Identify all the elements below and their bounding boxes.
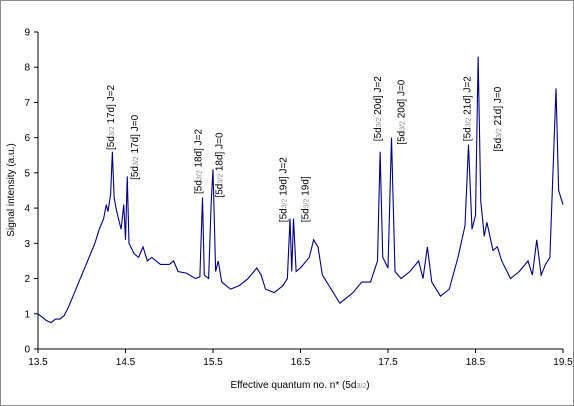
annotation-text: 21d] J=2: [462, 76, 473, 118]
x-axis-label-sub: 3/2: [356, 383, 366, 390]
y-tick-label: 7: [24, 98, 30, 109]
x-axis-label-main: Effective quantum no. n* (5d: [230, 380, 356, 391]
annotation-sub: 3/2: [282, 198, 289, 208]
annotation-sub: 3/2: [303, 198, 310, 208]
peak-annotation: [5d3/2 18d] J=2: [194, 129, 205, 195]
annotation-sub: 3/2: [133, 156, 140, 166]
annotation-text: 20d] J=2: [373, 76, 384, 118]
annotation-text: [5d: [215, 184, 226, 198]
y-tick-label: 0: [24, 345, 30, 356]
y-tick-label: 5: [24, 168, 30, 179]
x-tick-label: 15.5: [203, 357, 223, 368]
annotation-text: [5d: [194, 180, 205, 194]
x-axis-label-end: ): [366, 380, 369, 391]
annotation-sub: 3/2: [465, 117, 472, 127]
annotation-text: 19d]: [300, 176, 311, 198]
annotation-text: [5d: [373, 127, 384, 141]
annotation-sub: 3/2: [496, 128, 503, 138]
y-tick-label: 8: [24, 63, 30, 74]
x-tick-label: 16.5: [291, 357, 311, 368]
annotation-sub: 3/2: [376, 117, 383, 127]
peak-annotation: [5d3/2 20d] J=2: [373, 76, 384, 142]
peak-annotation: [5d3/2 17d] J=2: [106, 84, 117, 150]
peak-annotation: [5d3/2 19d]: [300, 176, 311, 222]
x-tick-label: 19.5: [553, 357, 573, 368]
annotation-sub: 3/2: [400, 121, 407, 131]
peak-annotation: [5d3/2 20d] J=0: [397, 79, 408, 145]
annotation-sub: 3/2: [109, 126, 116, 136]
x-axis-label: Effective quantum no. n* (5d3/2): [230, 380, 369, 391]
y-tick-label: 9: [24, 28, 30, 39]
annotation-text: 17d] J=0: [130, 114, 141, 156]
annotation-text: [5d: [462, 127, 473, 141]
annotation-text: 19d] J=2: [279, 157, 290, 199]
annotation-text: [5d: [130, 166, 141, 180]
annotation-text: [5d: [493, 138, 504, 152]
peak-annotation: [5d3/2 21d] J=2: [462, 76, 473, 142]
annotation-text: [5d: [106, 136, 117, 150]
peak-annotation: [5d3/2 21d] J=0: [493, 86, 504, 152]
peak-annotation: [5d3/2 18d] J=0: [215, 132, 226, 198]
spectrum-line: [37, 56, 564, 324]
annotation-text: [5d: [397, 131, 408, 145]
annotation-sub: 3/2: [218, 174, 225, 184]
y-tick-label: 3: [24, 239, 30, 250]
annotation-text: [5d: [300, 208, 311, 222]
annotation-text: 20d] J=0: [397, 79, 408, 121]
annotation-text: 17d] J=2: [106, 84, 117, 126]
y-tick-label: 4: [24, 204, 30, 215]
x-tick-label: 14.5: [116, 357, 136, 368]
annotation-text: 21d] J=0: [493, 86, 504, 128]
annotation-text: 18d] J=2: [194, 129, 205, 171]
y-axis-label: Signal intensity (a.u.): [6, 143, 17, 236]
y-tick-label: 1: [24, 309, 30, 320]
y-tick-label: 6: [24, 133, 30, 144]
y-tick-label: 2: [24, 274, 30, 285]
x-tick-label: 17.5: [378, 357, 398, 368]
annotation-text: [5d: [279, 208, 290, 222]
peak-annotation: [5d3/2 17d] J=0: [130, 114, 141, 180]
x-tick-label: 13.5: [28, 357, 48, 368]
annotation-sub: 3/2: [197, 170, 204, 180]
annotation-text: 18d] J=0: [215, 132, 226, 174]
x-tick-label: 18.5: [466, 357, 486, 368]
peak-annotation: [5d3/2 19d] J=2: [279, 157, 290, 223]
